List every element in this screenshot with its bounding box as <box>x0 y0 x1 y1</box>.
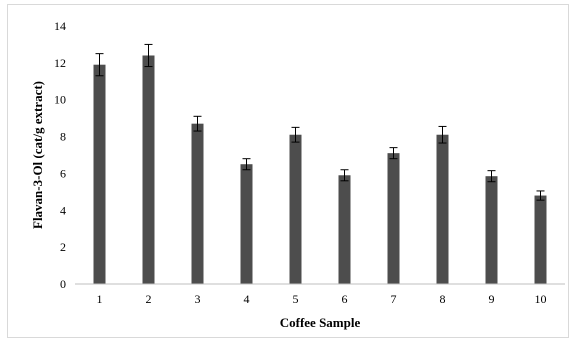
x-axis-title: Coffee Sample <box>280 315 361 330</box>
x-tick-label: 7 <box>391 292 397 306</box>
bar <box>191 123 204 285</box>
x-tick-label: 2 <box>146 292 152 306</box>
x-tick-label: 5 <box>293 292 299 306</box>
bar <box>240 164 253 284</box>
bar <box>387 153 400 284</box>
bar <box>485 176 498 284</box>
x-tick-label: 6 <box>342 292 348 306</box>
y-tick-label: 2 <box>60 240 66 254</box>
x-axis-ticks: 1 2 3 4 5 6 7 8 9 10 <box>97 292 547 306</box>
x-tick-label: 10 <box>535 292 547 306</box>
x-tick-label: 3 <box>195 292 201 306</box>
bar <box>436 134 449 284</box>
y-tick-label: 12 <box>54 56 66 70</box>
x-tick-label: 4 <box>244 292 250 306</box>
bars <box>93 55 547 285</box>
y-tick-label: 0 <box>60 277 66 291</box>
y-tick-label: 10 <box>54 93 66 107</box>
y-tick-label: 6 <box>60 166 66 180</box>
x-tick-label: 8 <box>440 292 446 306</box>
bar <box>338 175 351 284</box>
x-tick-label: 1 <box>97 292 103 306</box>
bar <box>289 134 302 284</box>
x-tick-label: 9 <box>489 292 495 306</box>
bar <box>534 195 547 284</box>
bar <box>93 64 106 284</box>
y-tick-label: 14 <box>54 19 66 33</box>
y-tick-label: 4 <box>60 203 66 217</box>
bar <box>142 55 155 284</box>
y-axis-ticks: 0 2 4 6 8 10 12 14 <box>54 19 66 291</box>
error-bars <box>95 43 545 201</box>
y-tick-label: 8 <box>60 130 66 144</box>
y-axis-title: Flavan-3-Ol (cat/g extract) <box>30 81 45 229</box>
